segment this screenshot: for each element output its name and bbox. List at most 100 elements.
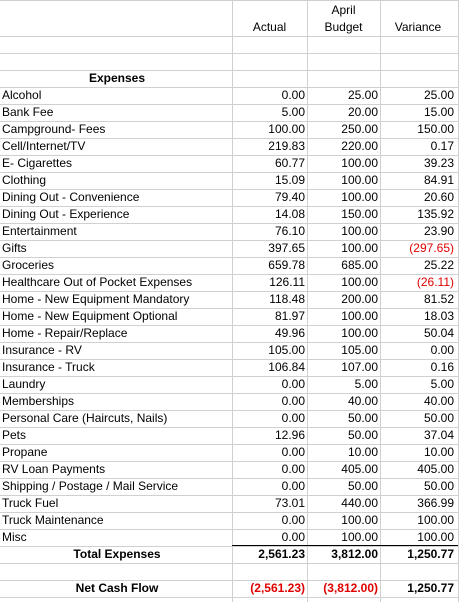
row-actual[interactable]: 0.00 [281,445,305,459]
row-label[interactable]: Misc [2,530,27,544]
row-variance[interactable]: 100.00 [417,513,454,527]
net-variance[interactable]: 1,250.77 [407,581,454,595]
row-label[interactable]: Pets [2,428,27,442]
row-variance[interactable]: 81.52 [423,292,454,306]
row-variance[interactable]: 84.91 [423,173,454,187]
row-label[interactable]: Dining Out - Convenience [2,190,140,204]
row-actual[interactable]: 14.08 [274,207,305,221]
row-actual[interactable]: 12.96 [274,428,305,442]
total-label[interactable]: Total Expenses [73,547,161,561]
row-label[interactable]: Bank Fee [2,105,54,119]
row-actual[interactable]: 15.09 [274,173,305,187]
total-variance[interactable]: 1,250.77 [407,547,454,561]
row-label[interactable]: Insurance - RV [2,343,82,357]
row-variance[interactable]: 25.22 [423,258,454,272]
row-label[interactable]: Shipping / Postage / Mail Service [2,479,179,493]
row-budget[interactable]: 25.00 [347,88,378,102]
row-variance[interactable]: 150.00 [417,122,454,136]
row-budget[interactable]: 50.00 [347,411,378,425]
row-label[interactable]: Groceries [2,258,55,272]
row-variance[interactable]: 0.16 [430,360,454,374]
row-budget[interactable]: 150.00 [341,207,378,221]
row-budget[interactable]: 405.00 [341,462,378,476]
row-label[interactable]: Laundry [2,377,46,391]
row-actual[interactable]: 397.65 [268,241,305,255]
row-actual[interactable]: 49.96 [274,326,305,340]
row-variance[interactable]: 135.92 [417,207,454,221]
row-label[interactable]: Truck Maintenance [2,513,104,527]
row-variance[interactable]: 18.03 [423,309,454,323]
row-budget[interactable]: 50.00 [347,479,378,493]
row-label[interactable]: Memberships [2,394,75,408]
net-label[interactable]: Net Cash Flow [75,581,159,595]
row-budget[interactable]: 107.00 [341,360,378,374]
row-variance[interactable]: 100.00 [417,530,454,544]
budget-header[interactable]: Budget [324,20,363,34]
row-label[interactable]: Truck Fuel [2,496,59,510]
row-label[interactable]: RV Loan Payments [2,462,106,476]
net-actual[interactable]: (2,561.23) [250,581,305,595]
row-variance[interactable]: 20.60 [423,190,454,204]
row-variance[interactable]: 10.00 [423,445,454,459]
month-header[interactable]: April [331,3,356,17]
row-budget[interactable]: 685.00 [341,258,378,272]
row-label[interactable]: E- Cigarettes [2,156,73,170]
total-actual[interactable]: 2,561.23 [258,547,305,561]
row-actual[interactable]: 105.00 [268,343,305,357]
row-label[interactable]: Entertainment [2,224,77,238]
row-label[interactable]: Insurance - Truck [2,360,95,374]
row-variance[interactable]: 39.23 [423,156,454,170]
row-variance[interactable]: 15.00 [423,105,454,119]
row-variance[interactable]: 23.90 [423,224,454,238]
row-actual[interactable]: 118.48 [269,292,305,306]
row-budget[interactable]: 100.00 [341,326,378,340]
row-actual[interactable]: 0.00 [281,530,305,544]
row-actual[interactable]: 126.11 [269,275,305,289]
row-label[interactable]: Home - Repair/Replace [2,326,128,340]
row-budget[interactable]: 100.00 [341,190,378,204]
row-actual[interactable]: 79.40 [274,190,305,204]
row-variance[interactable]: 50.04 [423,326,454,340]
row-label[interactable]: Campground- Fees [2,122,106,136]
row-actual[interactable]: 0.00 [281,513,305,527]
row-actual[interactable]: 0.00 [281,88,305,102]
row-label[interactable]: Healthcare Out of Pocket Expenses [2,275,193,289]
row-variance[interactable]: 366.99 [417,496,454,510]
row-budget[interactable]: 20.00 [347,105,378,119]
row-budget[interactable]: 100.00 [341,224,378,238]
row-actual[interactable]: 81.97 [274,309,305,323]
row-variance[interactable]: 5.00 [430,377,454,391]
row-budget[interactable]: 5.00 [354,377,378,391]
row-budget[interactable]: 10.00 [347,445,378,459]
row-budget[interactable]: 100.00 [341,275,378,289]
row-actual[interactable]: 73.01 [274,496,305,510]
row-actual[interactable]: 106.84 [268,360,305,374]
row-label[interactable]: Clothing [2,173,47,187]
row-variance[interactable]: 25.00 [423,88,454,102]
row-actual[interactable]: 76.10 [274,224,305,238]
net-budget[interactable]: (3,812.00) [323,581,378,595]
row-budget[interactable]: 100.00 [341,156,378,170]
row-variance[interactable]: 37.04 [423,428,454,442]
row-variance[interactable]: 50.00 [423,411,454,425]
actual-header[interactable]: Actual [252,20,287,34]
row-actual[interactable]: 659.78 [268,258,305,272]
row-budget[interactable]: 100.00 [341,530,378,544]
row-budget[interactable]: 105.00 [341,343,378,357]
row-variance[interactable]: 40.00 [423,394,454,408]
row-label[interactable]: Home - New Equipment Optional [2,309,178,323]
row-actual[interactable]: 0.00 [281,462,305,476]
row-budget[interactable]: 220.00 [341,139,378,153]
row-actual[interactable]: 100.00 [268,122,305,136]
row-label[interactable]: Personal Care (Haircuts, Nails) [2,411,168,425]
row-actual[interactable]: 0.00 [281,394,305,408]
total-budget[interactable]: 3,812.00 [331,547,378,561]
row-variance[interactable]: 0.00 [430,343,454,357]
row-actual[interactable]: 0.00 [281,377,305,391]
row-budget[interactable]: 50.00 [347,428,378,442]
row-budget[interactable]: 250.00 [341,122,378,136]
row-budget[interactable]: 100.00 [341,173,378,187]
row-actual[interactable]: 5.00 [281,105,305,119]
row-budget[interactable]: 200.00 [341,292,378,306]
row-variance[interactable]: 405.00 [417,462,454,476]
